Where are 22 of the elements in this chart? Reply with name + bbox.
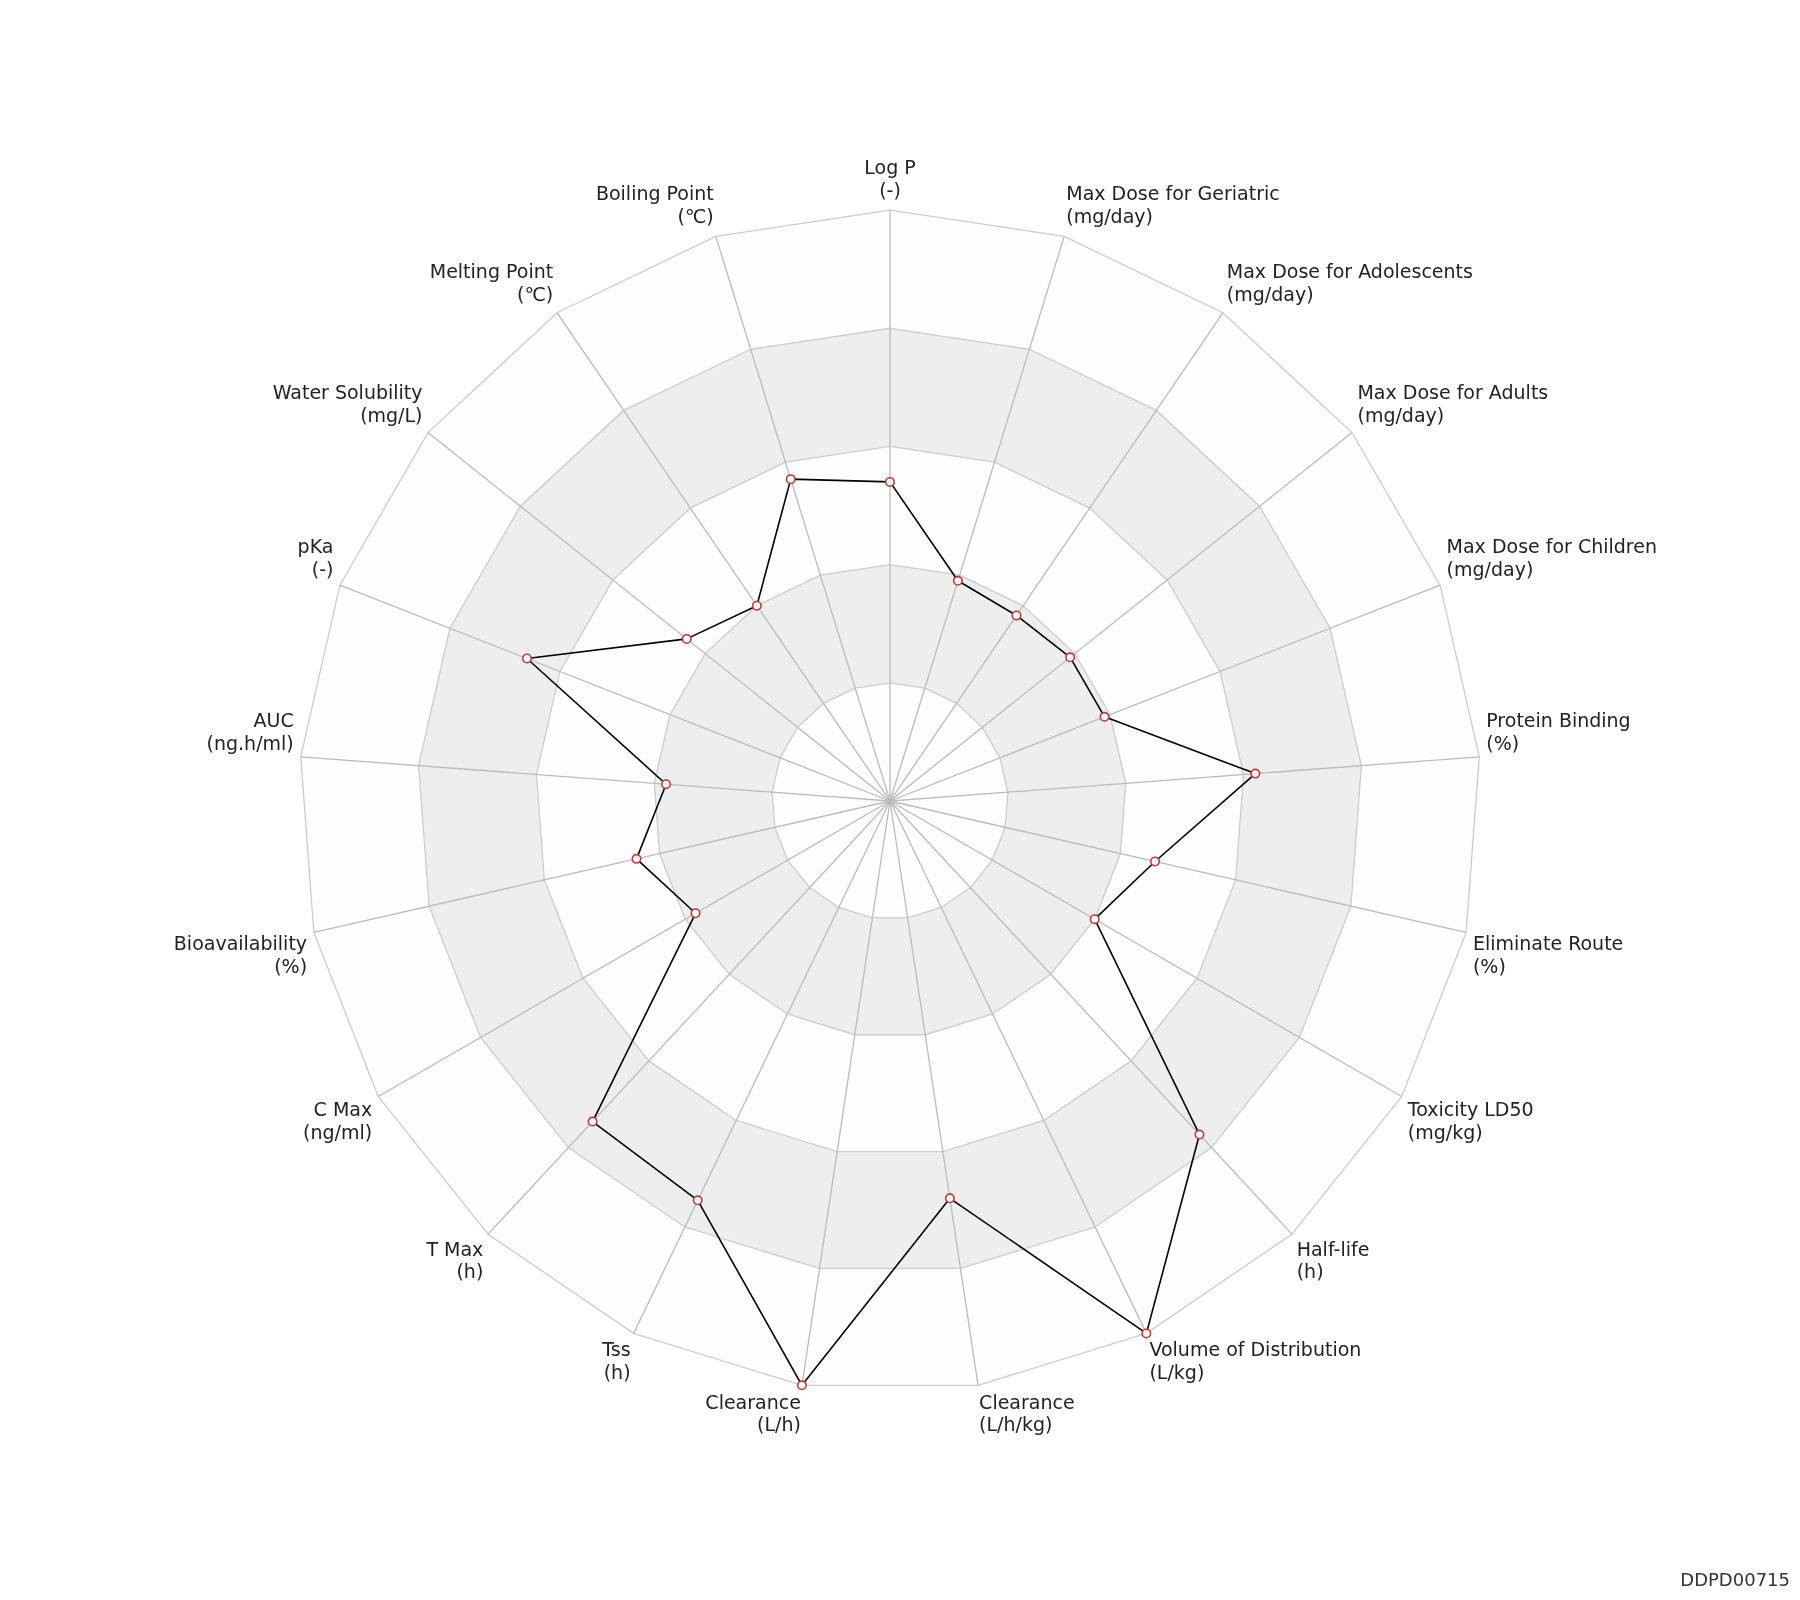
spoke-label: Protein Binding (%) <box>1486 709 1631 754</box>
spoke-label: Clearance (L/h/kg) <box>979 1390 1075 1436</box>
spoke-label: Water Solubility (mg/L) <box>272 380 423 426</box>
spoke-label: Log P (-) <box>864 155 916 201</box>
text: DDPD00715 <box>1680 1568 1790 1590</box>
spoke-label: Max Dose for Adults (mg/day) <box>1357 380 1549 426</box>
spoke-label: Clearance (L/h) <box>705 1390 801 1436</box>
spoke-label: T Max (h) <box>425 1237 484 1283</box>
spoke-label: Max Dose for Adolescents (mg/day) <box>1226 259 1473 305</box>
spoke-label: Max Dose for Geriatric (mg/day) <box>1066 182 1280 228</box>
spoke-label: Max Dose for Children (mg/day) <box>1446 535 1657 581</box>
spoke-label: Eliminate Route (%) <box>1472 932 1624 978</box>
spoke-label: Bioavailability (%) <box>173 932 308 978</box>
spoke-label: Melting Point (℃) <box>429 259 554 305</box>
spoke-label: Half-life (h) <box>1296 1237 1370 1283</box>
spoke-label: Volume of Distribution (L/kg) <box>1149 1338 1362 1383</box>
spoke-label: Toxicity LD50 (mg/kg) <box>1406 1098 1534 1144</box>
spoke-label: AUC (ng.h/ml) <box>206 709 294 754</box>
spoke-label: Tss (h) <box>601 1338 631 1383</box>
spoke-label: pKa (-) <box>297 535 334 581</box>
spoke-label: Boiling Point (℃) <box>595 182 714 228</box>
spoke-label: C Max (ng/ml) <box>303 1098 373 1144</box>
